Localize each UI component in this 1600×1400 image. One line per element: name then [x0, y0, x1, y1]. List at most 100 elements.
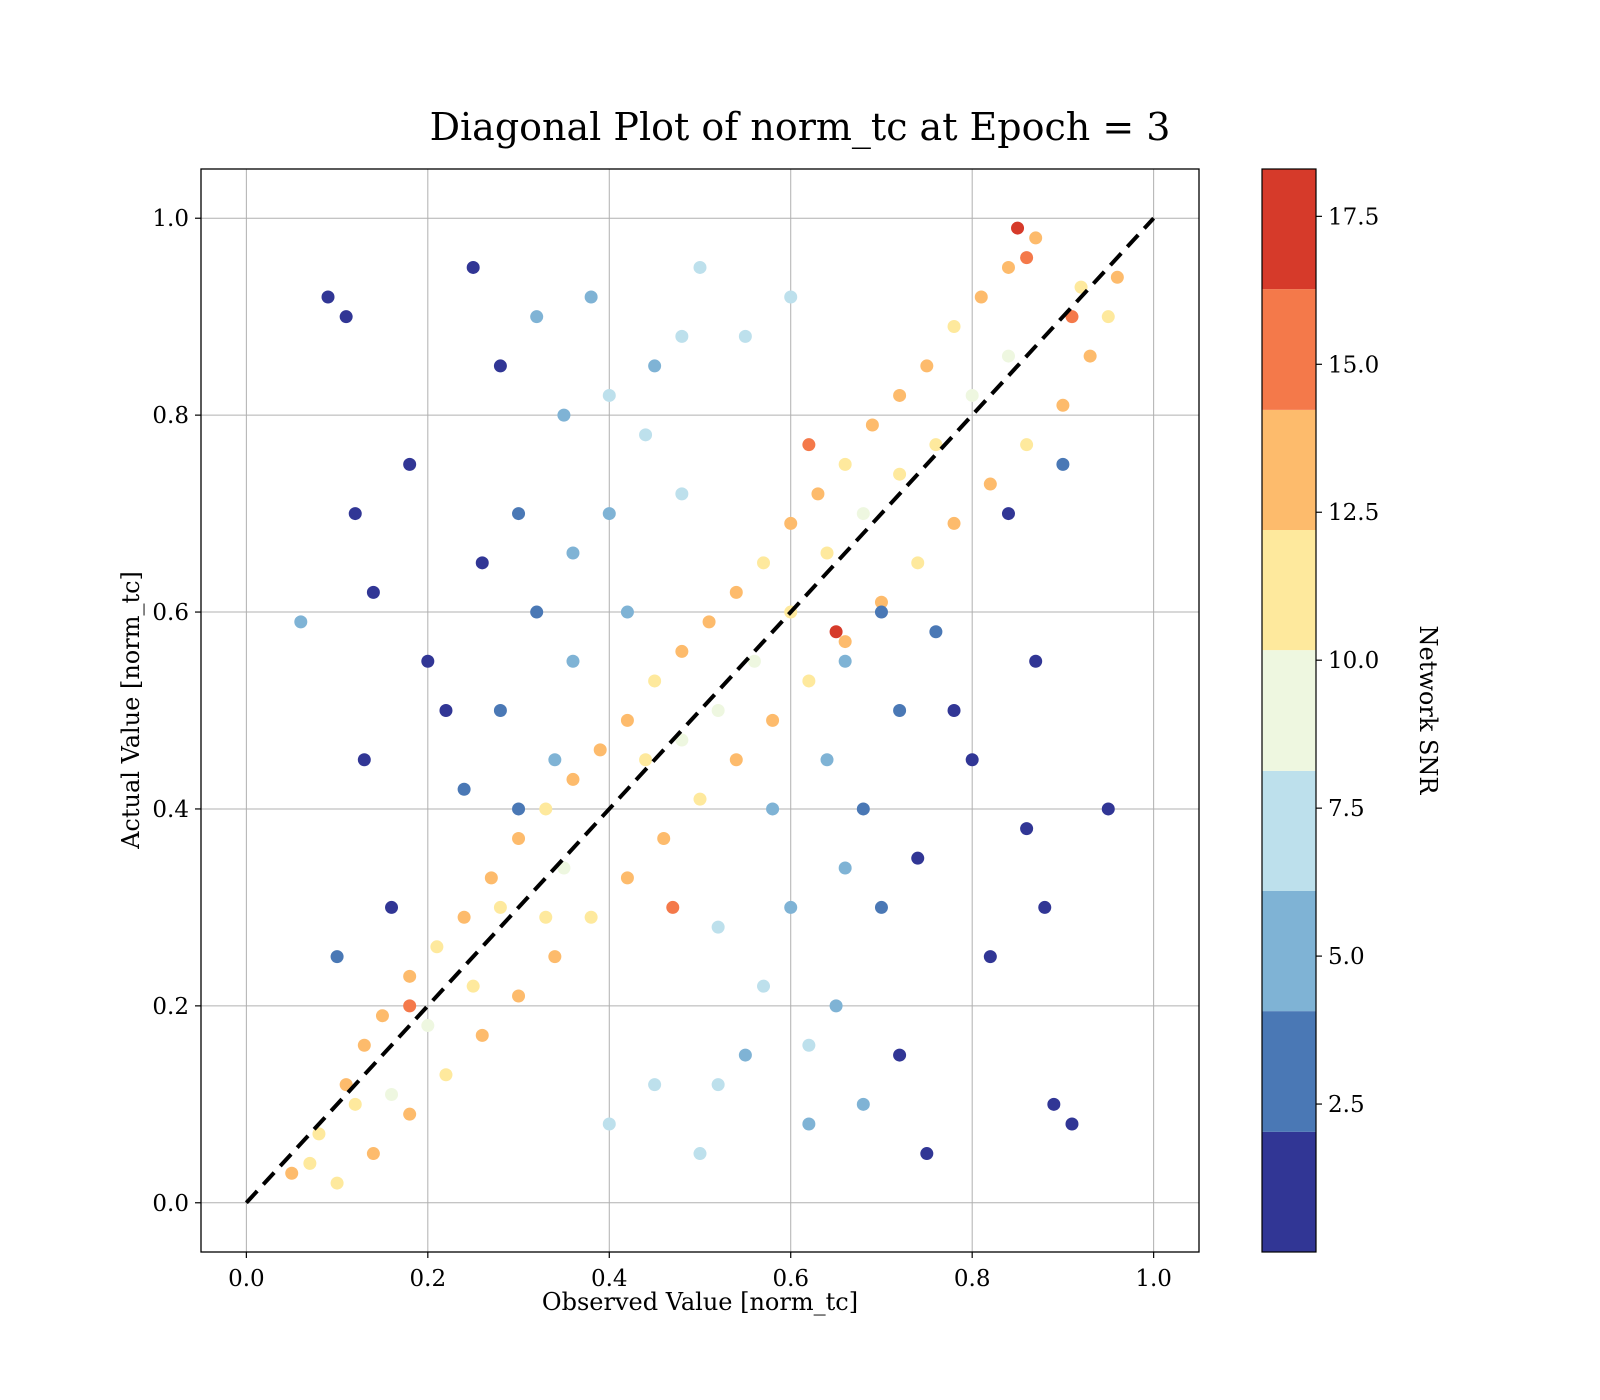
colorbar-tick-label: 15.0 — [1328, 352, 1379, 378]
scatter-point — [566, 772, 580, 786]
identity-reference-line — [244, 216, 1156, 1205]
scatter-point — [920, 359, 934, 373]
y-tick-label: 0.2 — [152, 994, 189, 1020]
scatter-points — [285, 221, 1124, 1190]
scatter-point — [1020, 822, 1034, 836]
scatter-point — [675, 644, 689, 658]
colorbar-tick-label: 17.5 — [1328, 204, 1379, 230]
scatter-point — [620, 713, 634, 727]
x-axis-ticks: 0.0 0.2 0.4 0.6 0.8 1.0 — [228, 1252, 1172, 1292]
scatter-point — [584, 910, 598, 924]
scatter-point — [802, 1038, 816, 1052]
scatter-point — [911, 851, 925, 865]
scatter-point — [983, 477, 997, 491]
scatter-point — [1056, 398, 1070, 412]
scatter-point — [566, 654, 580, 668]
y-tick-label: 0.6 — [152, 600, 189, 626]
scatter-point — [403, 457, 417, 471]
scatter-point — [1011, 221, 1025, 235]
scatter-point — [512, 507, 526, 521]
scatter-point — [493, 359, 507, 373]
scatter-point — [512, 989, 526, 1003]
scatter-point — [784, 516, 798, 530]
scatter-point — [648, 1078, 662, 1092]
scatter-point — [348, 1097, 362, 1111]
scatter-point — [339, 1078, 353, 1092]
scatter-point — [856, 802, 870, 816]
scatter-point — [639, 753, 653, 767]
colorbar-segment — [1262, 1011, 1316, 1132]
scatter-point — [512, 831, 526, 845]
scatter-point — [874, 605, 888, 619]
colorbar-segment — [1262, 169, 1316, 290]
scatter-point — [330, 1176, 344, 1190]
colorbar: 2.5 5.0 7.5 10.0 12.5 15.0 17.5 — [1261, 168, 1379, 1253]
x-tick-label: 0.4 — [591, 1266, 628, 1292]
scatter-point — [738, 329, 752, 343]
scatter-point — [757, 979, 771, 993]
scatter-point — [294, 615, 308, 629]
scatter-point — [439, 1068, 453, 1082]
scatter-point — [693, 1147, 707, 1161]
scatter-point — [893, 704, 907, 717]
scatter-point — [566, 546, 580, 560]
scatter-point — [820, 546, 834, 560]
scatter-point — [375, 1009, 389, 1023]
scatter-point — [1020, 438, 1034, 452]
colorbar-segment — [1262, 1131, 1316, 1252]
colorbar-segment — [1262, 891, 1316, 1012]
x-tick-label: 0.6 — [772, 1266, 809, 1292]
scatter-point — [693, 260, 707, 274]
scatter-point — [312, 1127, 326, 1141]
scatter-point — [593, 743, 607, 757]
plot-area-frame — [200, 168, 1200, 1253]
scatter-point — [729, 753, 743, 767]
scatter-point — [1065, 1117, 1079, 1131]
scatter-point — [584, 290, 598, 304]
scatter-point — [856, 1097, 870, 1111]
scatter-point — [802, 1117, 816, 1131]
scatter-point — [1029, 231, 1043, 245]
colorbar-label: Network SNR — [1414, 626, 1442, 796]
scatter-point — [766, 713, 780, 727]
scatter-point — [738, 1048, 752, 1062]
scatter-point — [702, 615, 716, 629]
scatter-point — [530, 605, 544, 619]
chart-title: Diagonal Plot of norm_tc at Epoch = 3 — [430, 105, 1171, 150]
scatter-point — [421, 654, 435, 668]
scatter-point — [1029, 654, 1043, 668]
scatter-point — [865, 418, 879, 432]
scatter-point — [421, 1019, 435, 1033]
scatter-point — [893, 388, 907, 402]
scatter-point — [893, 467, 907, 481]
scatter-point — [1110, 270, 1124, 284]
colorbar-segment — [1262, 530, 1316, 651]
scatter-point — [838, 861, 852, 875]
scatter-point — [666, 900, 680, 914]
scatter-point — [439, 704, 453, 717]
scatter-point — [475, 556, 489, 570]
colorbar-tick-label: 5.0 — [1328, 944, 1365, 970]
scatter-point — [357, 753, 371, 767]
scatter-point — [330, 950, 344, 964]
scatter-point — [920, 1147, 934, 1161]
y-tick-label: 0.4 — [152, 797, 189, 823]
scatter-point — [403, 1107, 417, 1121]
scatter-point — [493, 900, 507, 914]
y-axis-ticks: 0.0 0.2 0.4 0.6 0.8 1.0 — [152, 206, 201, 1217]
scatter-point — [539, 910, 553, 924]
scatter-point — [947, 516, 961, 530]
scatter-point — [512, 802, 526, 816]
scatter-point — [557, 861, 571, 875]
scatter-point — [285, 1166, 299, 1180]
scatter-point — [357, 1038, 371, 1052]
scatter-point — [348, 507, 362, 521]
scatter-point — [648, 674, 662, 688]
y-tick-label: 1.0 — [152, 206, 189, 232]
scatter-point — [784, 290, 798, 304]
scatter-point — [457, 910, 471, 924]
scatter-point — [539, 802, 553, 816]
scatter-point — [366, 585, 380, 599]
scatter-point — [1065, 310, 1079, 324]
scatter-point — [385, 1087, 399, 1101]
